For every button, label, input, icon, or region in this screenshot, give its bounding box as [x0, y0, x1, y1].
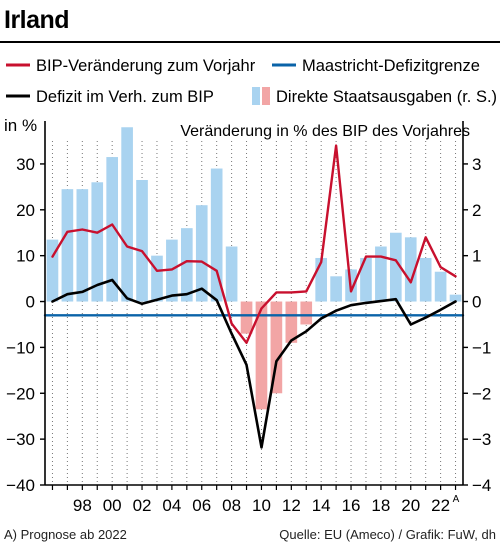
- bar-2007: [210, 168, 223, 302]
- bar-2017: [360, 257, 372, 302]
- x-tick-label-2006: 06: [192, 496, 211, 515]
- legend-label-bip: BIP-Veränderung zum Vorjahr: [36, 57, 256, 75]
- bar-1997: [61, 189, 74, 302]
- bar-1998: [76, 189, 89, 302]
- x-tick-label-2022: 22: [431, 496, 450, 515]
- chart-title: Irland: [4, 6, 70, 34]
- legend-label-maastricht: Maastricht-Defizitgrenze: [302, 57, 480, 75]
- lines: [43, 144, 465, 449]
- bar-2011: [270, 301, 283, 394]
- left-tick-label-10: 10: [16, 247, 35, 266]
- bar-2013: [300, 301, 313, 325]
- bar-2005: [180, 228, 193, 302]
- bar-2014: [315, 257, 328, 302]
- legend-swatch-bar-neg: [262, 87, 270, 105]
- left-tick-label--10: −10: [6, 338, 35, 357]
- x-tick-label-2000: 00: [103, 496, 122, 515]
- x-tick-label-2004: 04: [162, 496, 181, 515]
- bar-2018: [375, 246, 387, 302]
- bar-2006: [195, 205, 208, 302]
- right-tick-label-0: 0: [472, 293, 481, 312]
- axes: [40, 121, 468, 490]
- bar-1999: [91, 182, 104, 302]
- bar-2019: [389, 232, 402, 302]
- right-axis-label: Veränderung in % des BIP des Vorjahres: [180, 123, 470, 140]
- right-tick-label-3: 3: [472, 155, 481, 174]
- series-line-defizit: [51, 278, 457, 449]
- left-tick-label--20: −20: [6, 384, 35, 403]
- x-tick-label-2010: 10: [252, 496, 271, 515]
- legend-label-staatsausgaben: Direkte Staatsausgaben (r. S.): [276, 88, 497, 106]
- x-tick-label-2012: 12: [282, 496, 301, 515]
- left-tick-label-30: 30: [16, 155, 35, 174]
- right-tick-label--4: −4: [472, 476, 491, 495]
- bar-2022: [434, 271, 447, 302]
- bar-2010: [255, 301, 268, 410]
- bar-2009: [240, 301, 253, 334]
- x-tick-label-2014: 14: [312, 496, 331, 515]
- legend-label-defizit: Defizit im Verh. zum BIP: [36, 88, 214, 106]
- right-tick-label--1: −1: [472, 338, 491, 357]
- bar-2002: [136, 179, 148, 302]
- left-tick-label-0: 0: [26, 293, 35, 312]
- left-tick-label--40: −40: [6, 476, 35, 495]
- bar-2001: [121, 127, 133, 302]
- bar-2008: [225, 246, 238, 302]
- x-tick-label-2018: 18: [371, 496, 390, 515]
- bars: [46, 127, 462, 410]
- left-tick-label-20: 20: [16, 201, 35, 220]
- bar-2003: [151, 255, 163, 302]
- x-tick-label-2016: 16: [342, 496, 361, 515]
- x-tick-label-1998: 98: [73, 496, 92, 515]
- right-tick-label-2: 2: [472, 201, 481, 220]
- x-tick-label-2002: 02: [133, 496, 152, 515]
- left-axis-label: in %: [4, 116, 37, 135]
- right-tick-label-1: 1: [472, 247, 481, 266]
- bar-1996: [46, 239, 59, 302]
- title-rule: [0, 41, 500, 43]
- footnote: A) Prognose ab 2022: [4, 527, 127, 542]
- x-tick-label-2020: 20: [401, 496, 420, 515]
- right-tick-label--3: −3: [472, 430, 491, 449]
- bar-2015: [330, 276, 342, 302]
- bar-2020: [404, 237, 417, 302]
- bar-2000: [106, 157, 119, 302]
- x-tick-sup-2022: A: [453, 494, 460, 505]
- legend-swatch-bar-pos: [252, 87, 260, 105]
- bar-2021: [419, 257, 432, 302]
- legend: BIP-Veränderung zum Vorjahr Maastricht-D…: [6, 57, 497, 106]
- x-tick-label-2008: 08: [222, 496, 241, 515]
- left-tick-label--30: −30: [6, 430, 35, 449]
- source-note: Quelle: EU (Ameco) / Grafik: FuW, dh: [279, 527, 496, 542]
- right-tick-label--2: −2: [472, 384, 491, 403]
- bar-2012: [285, 301, 298, 343]
- series-line-bip: [51, 144, 457, 344]
- bar-2023: [449, 294, 462, 302]
